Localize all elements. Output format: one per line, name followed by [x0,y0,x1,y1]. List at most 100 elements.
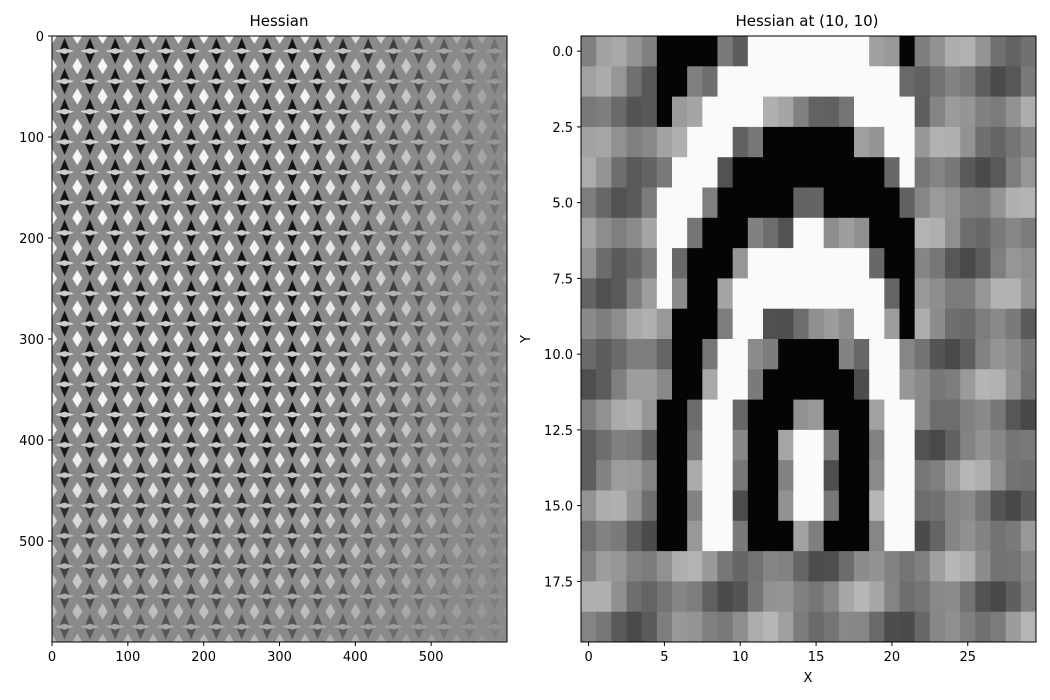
heatmap-cell [672,126,688,158]
heatmap-cell [793,217,809,249]
heatmap-cell [975,339,991,370]
heatmap-cell [717,611,734,643]
heatmap-cell [960,581,976,613]
heatmap-cell [808,66,825,97]
heatmap-cell [884,157,900,188]
heatmap-cell [823,96,840,128]
heatmap-cell [641,36,658,67]
heatmap-cell [581,187,597,219]
heatmap-cell [823,520,840,552]
heatmap-cell [626,126,643,158]
heatmap-cell [823,551,840,582]
heatmap-cell [732,248,749,279]
heatmap-cell [914,308,931,340]
heatmap-cell [945,339,961,370]
heatmap-cell [747,157,764,188]
heatmap-cell [990,369,1007,400]
heatmap-cell [596,429,612,461]
right-x-axis-label: X [804,671,813,686]
heatmap-cell [626,490,643,522]
heatmap-cell [884,369,900,400]
heatmap-cell [929,187,946,219]
heatmap-cell [596,399,612,431]
heatmap-cell [611,96,627,128]
heatmap-cell [854,126,870,158]
heatmap-cell [581,551,597,582]
heatmap-cell [945,581,961,613]
right-x-tick-label: 10 [732,650,749,665]
heatmap-cell [990,490,1007,522]
heatmap-cell [596,339,612,370]
heatmap-cell [899,551,916,582]
heatmap-cell [884,96,900,128]
heatmap-cell [581,126,597,158]
heatmap-cell [763,36,779,67]
heatmap-cell [823,460,840,491]
heatmap-cell [823,248,840,279]
heatmap-cell [672,278,688,310]
heatmap-cell [823,339,840,370]
heatmap-cell [1020,248,1037,279]
heatmap-cell [717,308,734,340]
heatmap-cell [869,157,885,188]
heatmap-cell [960,551,976,582]
heatmap-cell [1005,339,1022,370]
heatmap-cell [717,399,734,431]
heatmap-cell [884,520,900,552]
heatmap-cell [823,399,840,431]
heatmap-cell [672,217,688,249]
right-y-tick-label: 2.5 [552,121,573,136]
heatmap-cell [975,429,991,461]
heatmap-cell [641,520,658,552]
heatmap-cell [884,399,900,431]
heatmap-cell [747,36,764,67]
heatmap-cell [975,157,991,188]
heatmap-cell [626,278,643,310]
heatmap-cell [641,248,658,279]
heatmap-cell [808,460,825,491]
heatmap-cell [838,217,855,249]
heatmap-cell [960,157,976,188]
heatmap-cell [626,248,643,279]
heatmap-cell [672,460,688,491]
heatmap-cell [717,278,734,310]
heatmap-cell [778,157,794,188]
heatmap-cell [884,66,900,97]
heatmap-cell [899,581,916,613]
heatmap-cell [1005,157,1022,188]
heatmap-cell [702,399,718,431]
heatmap-cell [975,369,991,400]
heatmap-cell [778,36,794,67]
heatmap-cell [641,490,658,522]
heatmap-cell [869,308,885,340]
heatmap-cell [672,520,688,552]
heatmap-cell [732,399,749,431]
heatmap-cell [975,308,991,340]
heatmap-cell [854,217,870,249]
heatmap-cell [596,460,612,491]
heatmap-cell [672,551,688,582]
heatmap-cell [611,36,627,67]
heatmap-cell [899,308,916,340]
heatmap-cell [656,581,673,613]
heatmap-cell [975,36,991,67]
heatmap-cell [1005,36,1022,67]
heatmap-cell [596,520,612,552]
heatmap-cell [975,520,991,552]
heatmap-cell [687,66,703,97]
heatmap-cell [717,96,734,128]
heatmap-cell [1005,217,1022,249]
heatmap-cell [793,460,809,491]
heatmap-cell [778,581,794,613]
left-x-tick-label: 100 [115,650,140,665]
heatmap-cell [641,460,658,491]
heatmap-cell [702,369,718,400]
heatmap-cell [960,369,976,400]
heatmap-cell [823,308,840,340]
heatmap-cell [641,66,658,97]
heatmap-cell [717,369,734,400]
heatmap-cell [945,520,961,552]
heatmap-cell [854,399,870,431]
left-y-tick-label: 100 [19,131,44,146]
heatmap-cell [975,551,991,582]
